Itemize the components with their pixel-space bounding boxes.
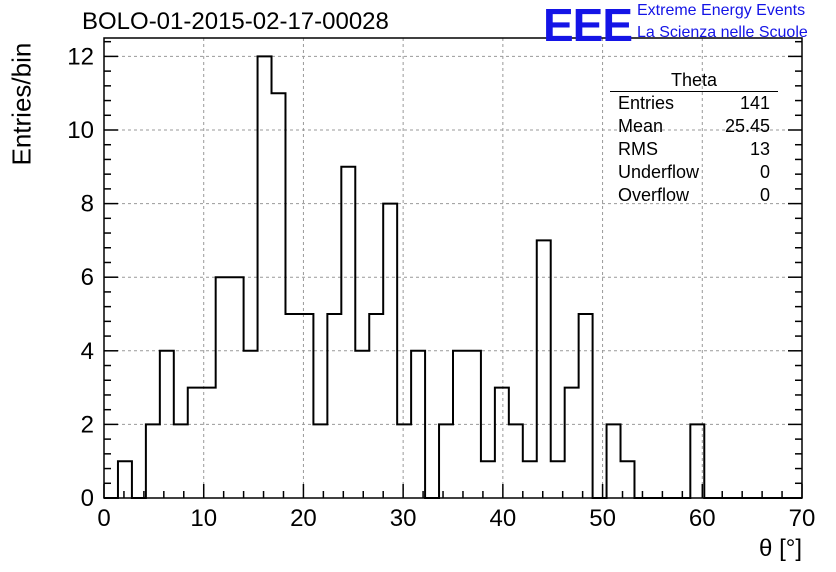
stats-value: 13 bbox=[749, 139, 770, 159]
stats-title: Theta bbox=[610, 70, 778, 92]
x-tick-label: 0 bbox=[97, 505, 110, 532]
stats-row: Entries 141 bbox=[610, 92, 778, 115]
y-tick-label: 12 bbox=[67, 43, 94, 70]
logo-subtitle-line1: Extreme Energy Events bbox=[637, 2, 806, 19]
stats-row: Mean 25.45 bbox=[610, 115, 778, 138]
stats-label: Entries bbox=[618, 93, 675, 113]
plot-frame bbox=[103, 37, 803, 499]
y-tick-label: 0 bbox=[81, 485, 94, 512]
stats-row: Underflow 0 bbox=[610, 161, 778, 184]
y-tick-label: 6 bbox=[81, 264, 94, 291]
y-tick-label: 2 bbox=[81, 411, 94, 438]
stats-value: 141 bbox=[739, 93, 770, 113]
y-tick-label: 4 bbox=[81, 338, 94, 365]
y-axis-label: Entries/bin bbox=[6, 42, 37, 166]
x-tick-label: 30 bbox=[390, 505, 417, 532]
stats-box: Theta Entries 141 Mean 25.45 RMS 13 Underfl… bbox=[610, 70, 778, 207]
x-tick-label: 40 bbox=[490, 505, 517, 532]
x-tick-label: 20 bbox=[290, 505, 317, 532]
x-axis-label: θ [°] bbox=[759, 535, 802, 562]
stats-label: Overflow bbox=[618, 185, 690, 205]
y-tick-label: 8 bbox=[81, 191, 94, 218]
stats-value: 0 bbox=[759, 162, 770, 182]
stats-label: Underflow bbox=[618, 162, 700, 182]
x-tick-label: 10 bbox=[190, 505, 217, 532]
y-tick-label: 10 bbox=[67, 117, 94, 144]
stats-label: Mean bbox=[618, 116, 664, 136]
page-title: BOLO-01-2015-02-17-00028 bbox=[82, 8, 389, 35]
logo-subtitle-line2: La Scienza nelle Scuole bbox=[637, 24, 808, 41]
x-tick-label: 70 bbox=[789, 505, 816, 532]
eee-logo: EEE bbox=[543, 0, 633, 51]
axis-ticks bbox=[103, 40, 803, 499]
stats-label: RMS bbox=[618, 139, 658, 159]
stats-value: 25.45 bbox=[724, 116, 770, 136]
x-tick-label: 60 bbox=[689, 505, 716, 532]
tick-labels: 0 10 20 30 40 50 60 70 0 2 4 6 8 10 12 bbox=[67, 43, 815, 532]
stats-value: 0 bbox=[759, 185, 770, 205]
x-tick-label: 50 bbox=[589, 505, 616, 532]
stats-row: RMS 13 bbox=[610, 138, 778, 161]
stats-row: Overflow 0 bbox=[610, 184, 778, 207]
